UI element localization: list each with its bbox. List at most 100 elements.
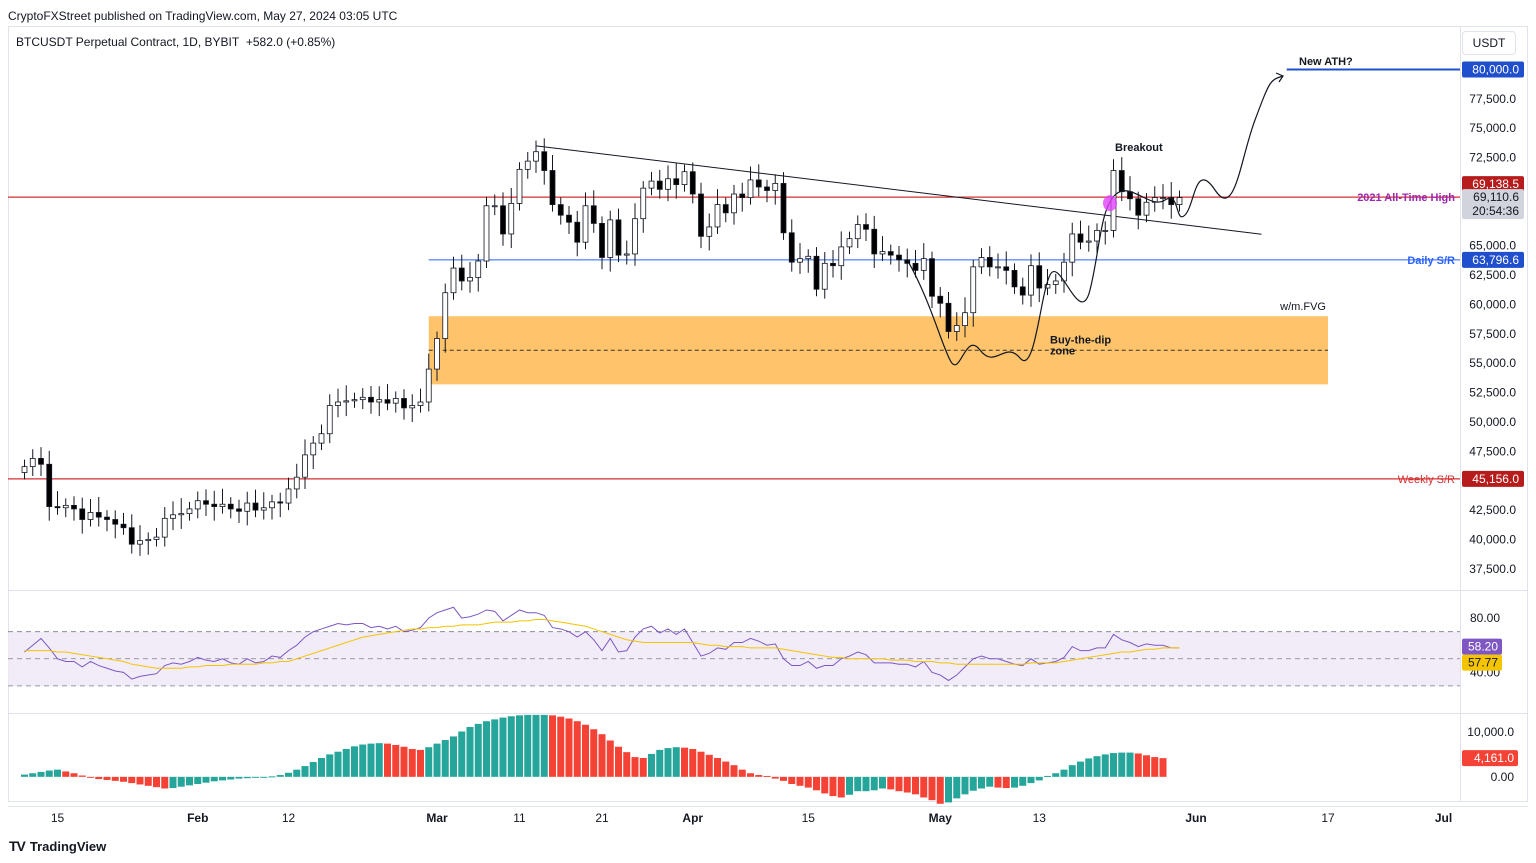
candle-body <box>681 171 688 186</box>
candle-body <box>87 512 94 520</box>
candle <box>1151 186 1158 212</box>
candle-body <box>912 262 919 271</box>
candle-body <box>830 262 836 267</box>
daily-sr-label: Daily S/R <box>1407 255 1455 267</box>
candle-body <box>170 514 176 519</box>
time-axis-tick: 15 <box>51 811 65 825</box>
candle-body <box>871 228 878 255</box>
candle <box>137 525 143 556</box>
histogram-bar <box>969 776 977 791</box>
histogram-bar <box>202 776 210 783</box>
candle-body <box>79 508 86 520</box>
histogram-bar <box>53 769 62 777</box>
currency-unit-button[interactable]: USDT <box>1462 31 1516 55</box>
histogram-bar <box>540 714 548 777</box>
candle <box>797 243 803 274</box>
candle <box>681 164 688 192</box>
histogram-bar <box>1151 757 1159 777</box>
candle-body <box>203 500 209 505</box>
candle <box>211 490 218 521</box>
pane-separator-rsi[interactable] <box>8 590 1528 591</box>
candle-body <box>722 204 729 214</box>
candle <box>285 477 292 511</box>
candle <box>392 391 399 413</box>
candle-body <box>46 463 53 507</box>
histogram-bar <box>689 749 697 777</box>
candle-body <box>673 178 680 186</box>
tradingview-logo-icon: TV <box>9 838 26 854</box>
time-axis-tick: 17 <box>1321 811 1335 825</box>
candle <box>120 512 127 535</box>
histogram-bar <box>128 776 136 784</box>
candle-body <box>368 396 374 403</box>
candle <box>236 499 242 524</box>
daily-price-badge: 63,796.6 <box>1472 253 1519 267</box>
candle-body <box>219 503 226 507</box>
histogram-bar <box>1052 773 1060 777</box>
candle <box>38 447 44 477</box>
histogram-bar <box>581 724 590 777</box>
histogram-bar <box>845 776 854 795</box>
candle <box>293 463 300 499</box>
ath-price-badge-bg <box>1462 176 1524 193</box>
candle-body <box>384 399 391 404</box>
histogram-bar <box>169 776 177 789</box>
candle-body <box>376 399 383 403</box>
candle <box>1052 273 1059 294</box>
candle-body <box>467 277 473 282</box>
histogram-bar <box>837 776 845 798</box>
histogram-bar <box>779 776 788 781</box>
candle <box>491 194 498 216</box>
candle-body <box>475 260 482 278</box>
candle-body <box>310 442 317 456</box>
candle <box>566 206 572 234</box>
tradingview-brand: TradingView <box>29 838 107 854</box>
candle-body <box>285 488 292 504</box>
candle <box>368 386 374 414</box>
current-price-label: 69,110.6 <box>1473 190 1519 204</box>
candle <box>1102 221 1109 245</box>
candle-body <box>236 508 242 512</box>
ath-label: 2021 All-Time High <box>1357 192 1455 204</box>
candle <box>219 488 226 514</box>
price-axis-tick: 37,500.0 <box>1469 562 1516 576</box>
histogram-bar <box>573 721 581 777</box>
candle <box>1143 193 1150 223</box>
candle <box>62 498 69 518</box>
candle <box>854 215 861 249</box>
candle-body <box>665 178 671 190</box>
histogram-bar <box>796 776 804 786</box>
candle <box>95 496 102 527</box>
candle <box>962 297 968 338</box>
candle <box>978 248 985 274</box>
histogram-bar <box>392 744 400 777</box>
histogram-bar <box>755 775 763 777</box>
histogram-bar <box>862 776 870 792</box>
candle <box>714 189 721 234</box>
candle-body <box>194 500 201 510</box>
histogram-bar <box>466 727 474 777</box>
candle-body <box>71 504 77 510</box>
histogram-bar <box>730 765 738 777</box>
histogram-bar <box>144 776 152 786</box>
candle <box>450 256 457 300</box>
candle-body <box>1077 233 1084 243</box>
candle <box>533 140 539 173</box>
fvg-label: w/m.FVG <box>1279 301 1326 313</box>
candle <box>326 394 333 444</box>
histogram-bar <box>194 776 202 785</box>
candle <box>1176 190 1183 212</box>
candle-body <box>211 503 218 507</box>
candle <box>912 249 919 278</box>
rsi-ma-line <box>24 618 1180 669</box>
symbol-info: BTCUSDT Perpetual Contract, 1D, BYBIT +5… <box>16 35 335 49</box>
candle <box>615 208 622 263</box>
tradingview-logo[interactable]: TV TradingView <box>9 838 106 854</box>
candle <box>161 507 168 547</box>
candle-body <box>54 506 61 509</box>
histogram-bar <box>515 715 524 777</box>
pane-separator-hist[interactable] <box>8 713 1528 714</box>
candle <box>186 501 193 521</box>
candle <box>549 155 556 212</box>
